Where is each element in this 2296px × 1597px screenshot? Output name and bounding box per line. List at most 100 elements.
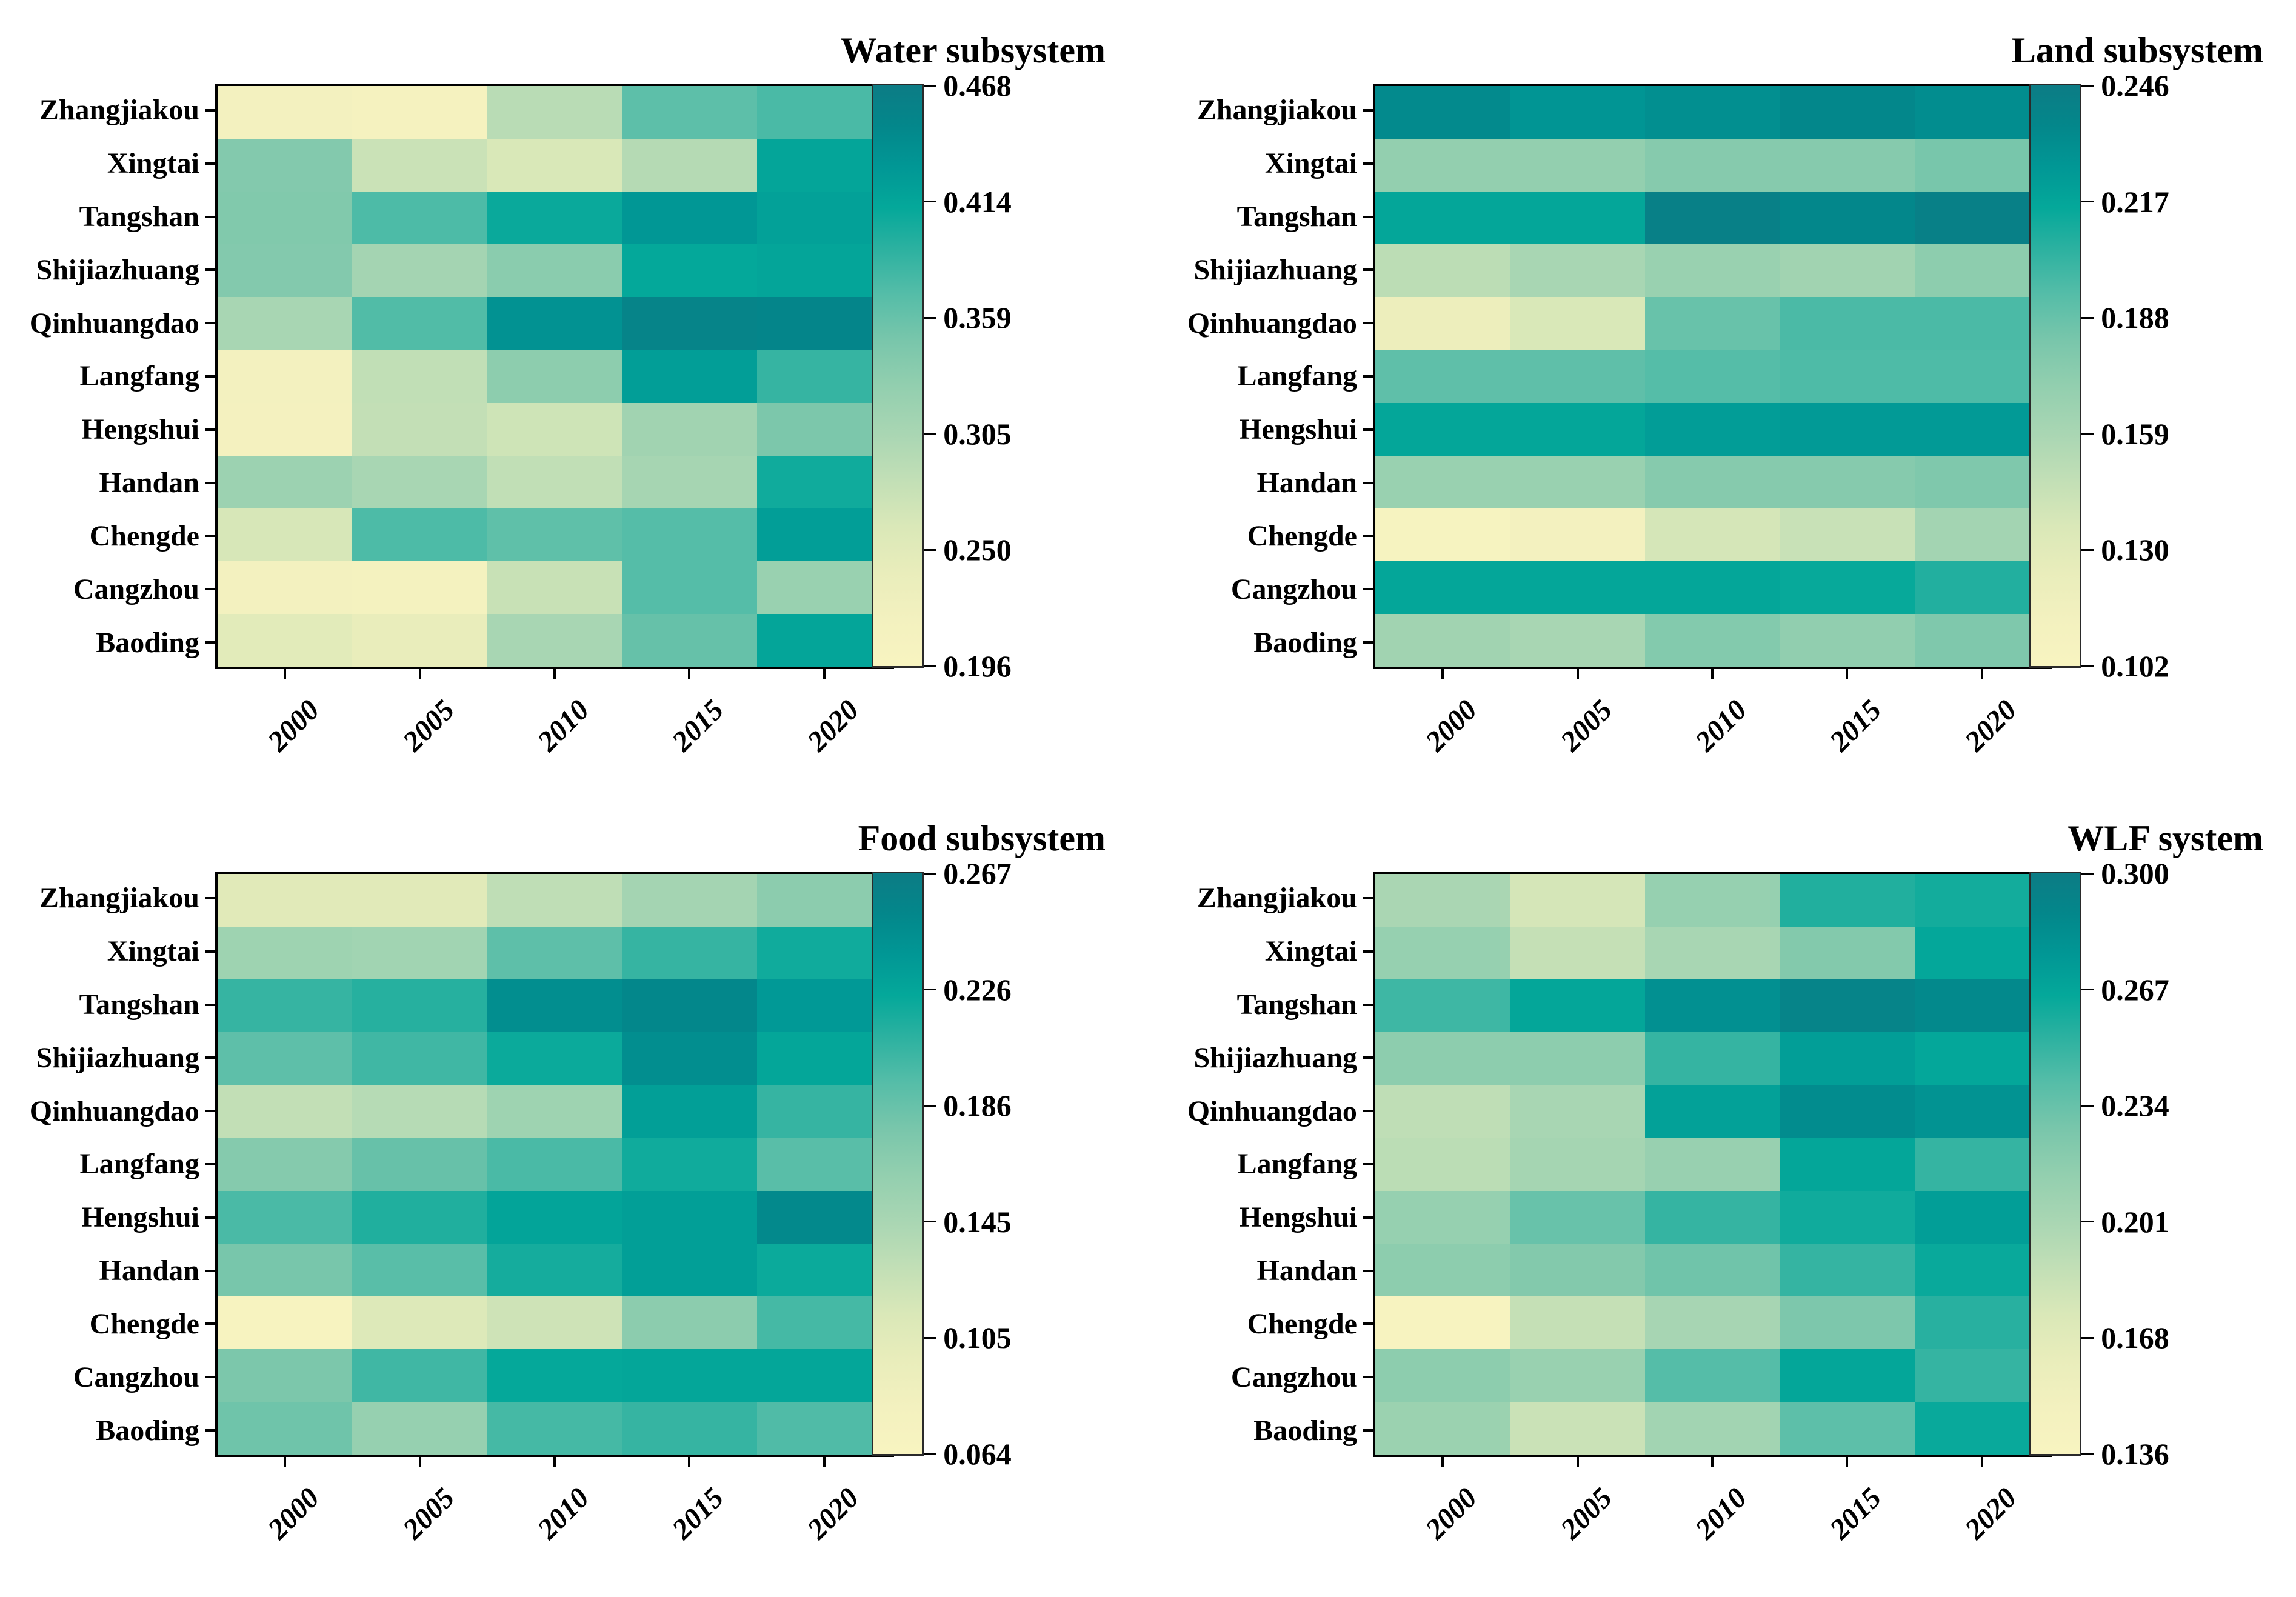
colorbar-tick-mark xyxy=(2081,989,2094,991)
heatmap-cell xyxy=(622,874,757,927)
colorbar-tick-mark xyxy=(924,433,936,435)
heatmap-cell xyxy=(1510,297,1645,350)
heatmap-cell xyxy=(1914,1296,2049,1349)
heatmap-cell xyxy=(1780,1243,1915,1296)
x-axis-labels: 2000 2005 2010 2015 2020 xyxy=(227,1472,906,1569)
heatmap-cell xyxy=(1375,402,1510,456)
y-tick-mark xyxy=(1363,1216,1373,1219)
heatmap-cell xyxy=(1780,455,1915,508)
colorbar-tick-mark xyxy=(924,201,936,203)
colorbar-tick-label: 0.168 xyxy=(2101,1321,2169,1355)
heatmap-cell xyxy=(217,1032,353,1085)
colorbar-tick-label: 0.186 xyxy=(943,1089,1012,1123)
heatmap-cell xyxy=(1914,1190,2049,1244)
colorbar xyxy=(872,872,924,1456)
y-tick-mark xyxy=(1363,322,1373,325)
heatmap-cell xyxy=(1780,927,1915,980)
heatmap-cell xyxy=(1510,1085,1645,1138)
heatmap-cell xyxy=(487,455,622,508)
colorbar xyxy=(2029,872,2082,1456)
year-label: 2020 xyxy=(1958,693,2023,758)
heatmap-cell xyxy=(756,139,892,192)
heatmap-cell xyxy=(1375,874,1510,927)
heatmap-cell xyxy=(1914,139,2049,192)
heatmap-cell xyxy=(217,979,353,1033)
colorbar-tick-label: 0.159 xyxy=(2101,416,2169,451)
heatmap-cell xyxy=(1375,1243,1510,1296)
colorbar-tick-label: 0.136 xyxy=(2101,1437,2169,1471)
y-tick-mark xyxy=(205,322,215,325)
y-tick-mark xyxy=(205,268,215,272)
heatmap-cell xyxy=(756,350,892,403)
heatmap-cell xyxy=(1510,402,1645,456)
heatmap-cell xyxy=(1375,350,1510,403)
city-label: Baoding xyxy=(1253,1414,1357,1447)
heatmap-cell xyxy=(352,1243,487,1296)
year-label: 2020 xyxy=(801,1481,865,1546)
city-label: Handan xyxy=(99,467,199,499)
heatmap-cell xyxy=(352,1401,487,1455)
y-tick-mark xyxy=(1363,428,1373,431)
colorbar-tick-label: 0.414 xyxy=(943,184,1012,219)
colorbar-tick-mark xyxy=(924,1221,936,1223)
heatmap-cell xyxy=(487,1190,622,1244)
city-label: Tangshan xyxy=(79,989,199,1021)
heatmap-cell xyxy=(487,1138,622,1191)
y-tick-mark xyxy=(205,535,215,538)
year-label: 2015 xyxy=(666,693,730,758)
heatmap-cell xyxy=(1644,874,1780,927)
heatmap-cell xyxy=(217,1243,353,1296)
heatmap-cell xyxy=(1644,1138,1780,1191)
heatmap-cell xyxy=(352,613,487,667)
y-tick-label: Xingtai xyxy=(1184,925,1373,978)
heatmap-cell xyxy=(1510,1349,1645,1402)
heatmap-cell xyxy=(487,508,622,561)
heatmap-cell xyxy=(1375,1296,1510,1349)
heatmap-cell xyxy=(352,1032,487,1085)
heatmap-plot-area xyxy=(215,84,894,679)
heatmap-cell xyxy=(1780,1401,1915,1455)
heatmap-cell xyxy=(1644,1085,1780,1138)
colorbar-tick-label: 0.267 xyxy=(2101,972,2169,1007)
heatmap-cell xyxy=(622,1085,757,1138)
heatmap-cell xyxy=(622,455,757,508)
heatmap-cell xyxy=(487,874,622,927)
heatmap-cell xyxy=(352,979,487,1033)
city-label: Shijiazhuang xyxy=(1193,1041,1357,1074)
heatmap-cell xyxy=(487,1032,622,1085)
heatmap-cell xyxy=(1644,1401,1780,1455)
heatmap-cell xyxy=(487,86,622,139)
y-tick-mark xyxy=(1363,162,1373,165)
heatmap-cell xyxy=(352,874,487,927)
heatmap-cell xyxy=(217,244,353,298)
colorbar-tick-mark xyxy=(2081,201,2094,203)
heatmap-cell xyxy=(217,561,353,614)
heatmap-cell xyxy=(352,139,487,192)
y-tick-mark xyxy=(205,896,215,899)
panel-body-wlf: Zhangjiakou Xingtai Tangshan Shijiazhuang Qi… xyxy=(1184,856,2269,1471)
heatmap-cell xyxy=(756,402,892,456)
heatmap-cell xyxy=(756,1401,892,1455)
year-label: 2015 xyxy=(1824,1481,1888,1546)
colorbar-tick-label: 0.300 xyxy=(2101,856,2169,890)
heatmap-cell xyxy=(1780,350,1915,403)
heatmap-cell xyxy=(487,1243,622,1296)
heatmap-cell xyxy=(1510,455,1645,508)
heatmap-cell xyxy=(622,1296,757,1349)
colorbar-tick-label: 0.130 xyxy=(2101,533,2169,567)
heatmap-cell xyxy=(1375,455,1510,508)
heatmap-cell xyxy=(1375,1401,1510,1455)
heatmap-cell xyxy=(1780,874,1915,927)
heatmap-cell xyxy=(1780,561,1915,614)
colorbar-tick-label: 0.145 xyxy=(943,1204,1012,1239)
heatmap-cell xyxy=(1375,613,1510,667)
y-tick-mark xyxy=(1363,1269,1373,1272)
heatmap-cell xyxy=(756,297,892,350)
y-tick-mark xyxy=(1363,268,1373,272)
heatmap-cell xyxy=(1914,455,2049,508)
x-tick-mark xyxy=(1441,669,1444,679)
heatmap-cell xyxy=(352,402,487,456)
heatmap-cell xyxy=(487,561,622,614)
heatmap-panel-land: Land subsystem Zhangjiakou Xingtai Tangsha… xyxy=(1184,23,2269,781)
y-axis-labels: Zhangjiakou Xingtai Tangshan Shijiazhuang Qi… xyxy=(1184,84,1373,669)
